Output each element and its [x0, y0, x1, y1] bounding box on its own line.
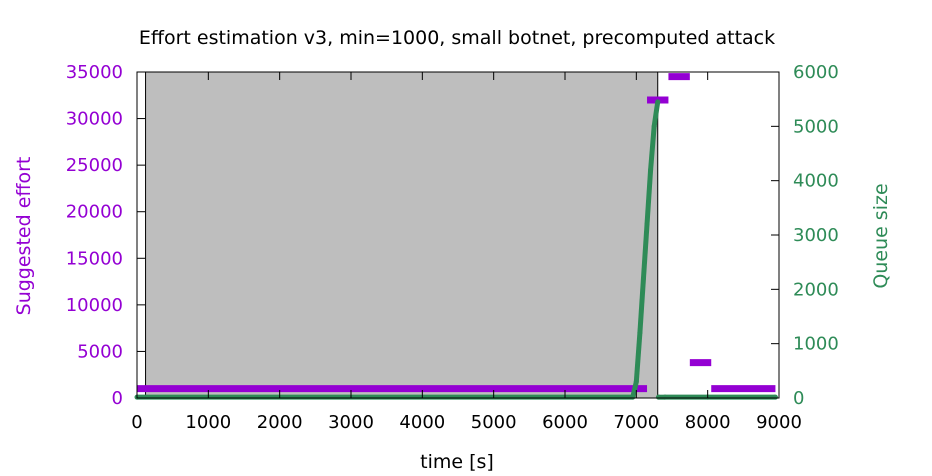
- y-left-tick-label: 20000: [66, 202, 123, 223]
- queue-segment-3: [637, 278, 646, 333]
- x-tick-label: 0: [131, 412, 142, 433]
- queue-segment-7: [651, 101, 661, 127]
- attack-region-layer: [145, 71, 659, 399]
- queue-point: [655, 394, 661, 400]
- x-tick-label: 4000: [399, 412, 445, 433]
- attack-region: [145, 71, 659, 399]
- queue-segment-2: [633, 332, 643, 382]
- queue-segment-1: [630, 381, 639, 398]
- queue-point: [648, 167, 654, 173]
- queue-point: [772, 394, 778, 400]
- y-right-tick-label: 1000: [793, 334, 839, 355]
- x-tick-label: 3000: [328, 412, 374, 433]
- y-right-tick-label: 4000: [793, 171, 839, 192]
- queue-point: [655, 99, 661, 105]
- y-axis-right-label: Queue size: [870, 183, 892, 288]
- x-tick-label: 7000: [613, 412, 659, 433]
- x-tick-label: 9000: [756, 412, 802, 433]
- y-axis-left-label: Suggested effort: [13, 157, 35, 316]
- queue-point: [633, 379, 639, 385]
- queue-segment-5: [644, 169, 654, 225]
- queue-point: [651, 123, 657, 129]
- y-right-tick-label: 3000: [793, 225, 839, 246]
- y-left-tick-label: 0: [112, 388, 123, 409]
- x-tick-label: 6000: [542, 412, 588, 433]
- x-tick-label: 2000: [257, 412, 303, 433]
- y-left-tick-label: 5000: [77, 341, 123, 362]
- series-1: [134, 99, 778, 400]
- queue-point: [630, 394, 636, 400]
- queue-segment-6: [648, 126, 657, 171]
- y-left-tick-label: 25000: [66, 155, 123, 176]
- ticks-layer: 0 1000 2000 3000 4000 5000 6000 7000 8000 9000 0 50…: [66, 62, 839, 433]
- x-axis-label: time [s]: [420, 451, 494, 473]
- y-left-tick-label: 35000: [66, 62, 123, 83]
- y-left-tick-label: 30000: [66, 109, 123, 130]
- series-layer: [134, 73, 778, 400]
- x-tick-label: 5000: [471, 412, 517, 433]
- queue-point: [644, 221, 650, 227]
- y-left-tick-label: 10000: [66, 295, 123, 316]
- y-right-tick-label: 0: [793, 388, 804, 409]
- y-right-tick-label: 6000: [793, 62, 839, 83]
- queue-point: [640, 275, 646, 281]
- y-right-tick-label: 2000: [793, 279, 839, 300]
- x-tick-label: 8000: [685, 412, 731, 433]
- queue-point: [662, 394, 668, 400]
- x-tick-label: 1000: [185, 412, 231, 433]
- queue-point: [637, 330, 643, 336]
- y-left-tick-label: 15000: [66, 248, 123, 269]
- queue-segment-4: [640, 223, 650, 279]
- y-right-tick-label: 5000: [793, 116, 839, 137]
- chart-title: Effort estimation v3, min=1000, small bo…: [139, 27, 775, 49]
